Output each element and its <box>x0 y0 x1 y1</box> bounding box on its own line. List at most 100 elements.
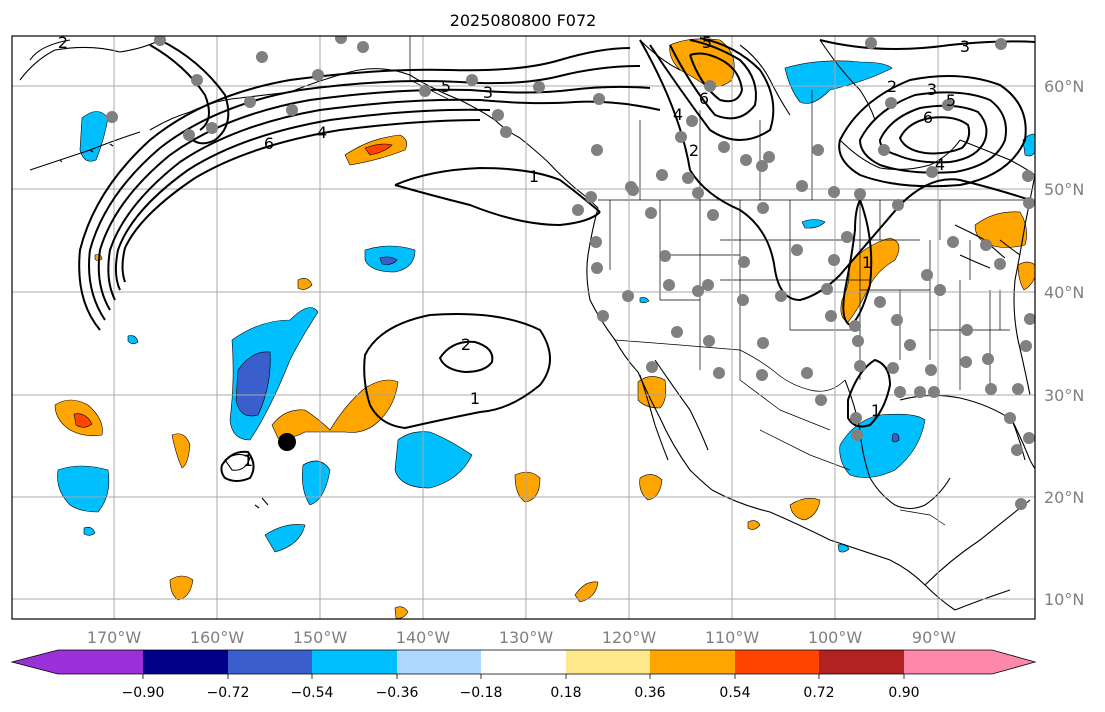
contour-label: 4 <box>317 123 327 142</box>
colorbar-tick-label: 0.54 <box>719 685 750 701</box>
contour-jet-5 <box>114 108 491 291</box>
lon-label-140w: 140°W <box>396 628 451 647</box>
contour-jet-north-a <box>159 39 230 145</box>
coast-alaska <box>19 39 599 209</box>
contour-label: 2 <box>887 77 897 96</box>
anomaly-blue-us-west-small <box>639 297 650 304</box>
colorbar-segment <box>397 650 482 674</box>
colorbar-tick-label: 0.72 <box>803 685 834 701</box>
anomaly-orange-ne-small <box>1017 261 1035 291</box>
latitude-labels: 60°N 50°N 40°N 30°N 20°N 10°N <box>1044 77 1084 609</box>
contour-jet-2 <box>88 65 641 321</box>
lat-label-40n: 40°N <box>1044 283 1084 302</box>
contour-label: 2 <box>58 33 68 52</box>
anomaly-blue-small-2 <box>83 526 96 536</box>
contour-east-ring-1 <box>838 75 1027 188</box>
coast-baja <box>639 359 709 461</box>
contour-label: 3 <box>927 80 937 99</box>
contour-label: 5 <box>702 33 712 52</box>
contour-label: 1 <box>529 167 539 186</box>
anomaly-orange-small-6 <box>574 581 599 603</box>
anomaly-darkblue-north-pacific <box>379 256 398 265</box>
anomaly-blue-small-bc <box>127 335 139 345</box>
colorbar-extend-high <box>992 650 1035 674</box>
contour-label: 4 <box>935 155 945 174</box>
contour-jet-6 <box>121 119 481 283</box>
anomaly-blue-aleutians <box>79 111 109 162</box>
coastlines <box>19 39 1035 611</box>
contour-label: 1 <box>470 389 480 408</box>
border-us-mexico <box>614 339 846 392</box>
contour-canada-ring-1 <box>649 37 775 141</box>
contour-east-ring-3 <box>878 104 988 164</box>
colorbar-segment <box>481 650 567 674</box>
contour-jet-north-b <box>149 44 210 131</box>
contour-label: 1 <box>871 401 881 420</box>
anomaly-darkblue-hawaii-north <box>235 351 271 417</box>
lon-label-120w: 120°W <box>602 628 657 647</box>
colorbar-tick-label: −0.90 <box>122 685 165 701</box>
contour-jet-1 <box>78 47 631 331</box>
anomaly-blue-pacific-south <box>394 431 473 489</box>
lon-label-110w: 110°W <box>705 628 760 647</box>
anomaly-blue-mid-pacific <box>302 460 331 506</box>
contour-label: 3 <box>483 83 493 102</box>
lon-label-100w: 100°W <box>808 628 863 647</box>
station-markers <box>106 36 1035 510</box>
colorbar-tick-labels: −0.90 −0.72 −0.54 −0.36 −0.18 0.18 0.36 … <box>122 685 920 701</box>
anomaly-orange-small-4 <box>639 474 663 501</box>
coast-central-america <box>924 499 1031 611</box>
contour-east-ring-2 <box>858 91 1007 174</box>
colorbar-segments <box>12 650 1035 674</box>
anomaly-blue-dakota <box>801 219 826 229</box>
coast-hudson-bay <box>839 139 961 171</box>
contour-canada-ring-2 <box>669 39 757 120</box>
coast-west-us <box>586 207 713 491</box>
coast-mexico-west <box>711 489 956 611</box>
lat-label-20n: 20°N <box>1044 488 1084 507</box>
colorbar-ticks <box>142 674 905 679</box>
highlight-point-marker <box>278 433 296 451</box>
lon-label-160w: 160°W <box>190 628 245 647</box>
anomaly-orange-small-3 <box>514 471 541 503</box>
colorbar-segment <box>819 650 905 674</box>
anomaly-orange-small-8 <box>394 606 409 619</box>
colorbar-segment <box>312 650 398 674</box>
contour-pac-outer <box>363 313 551 430</box>
contour-label: 5 <box>441 77 451 96</box>
contour-label: 6 <box>699 89 709 108</box>
anomaly-orange-small-1 <box>171 433 191 469</box>
contour-label: 2 <box>689 141 699 160</box>
lat-label-50n: 50°N <box>1044 180 1084 199</box>
contour-jet-4 <box>107 98 661 301</box>
anomaly-orange-small-5 <box>789 498 821 521</box>
colorbar-segment <box>566 650 651 674</box>
contour-label: 4 <box>673 105 683 124</box>
colorbar: −0.90 −0.72 −0.54 −0.36 −0.18 0.18 0.36 … <box>10 649 1037 701</box>
map-title: 2025080800 F072 <box>450 11 597 30</box>
contour-canada-outer <box>639 39 1031 302</box>
anomaly-red-gulf-alaska <box>364 143 393 156</box>
contour-plains-1 <box>842 199 873 327</box>
colorbar-tick-label: −0.36 <box>376 685 419 701</box>
lon-label-150w: 150°W <box>293 628 348 647</box>
contour-coast-1 <box>394 166 601 227</box>
anomaly-orange-small-7 <box>169 575 194 601</box>
longitude-labels: 170°W 160°W 150°W 140°W 130°W 120°W 110°… <box>87 628 956 647</box>
anomaly-orange-baja <box>637 376 667 409</box>
colorbar-segment <box>143 650 229 674</box>
contour-label: 1 <box>243 451 253 470</box>
colorbar-segment <box>228 650 313 674</box>
anomaly-darkblue-gulf <box>891 433 900 443</box>
lon-label-170w: 170°W <box>87 628 142 647</box>
contour-label: 2 <box>461 335 471 354</box>
lat-label-30n: 30°N <box>1044 386 1084 405</box>
border-canada-provinces <box>639 90 813 200</box>
contour-hawaii-1 <box>220 450 255 482</box>
anomaly-blue-small-1 <box>264 524 306 553</box>
contour-pac-inner <box>438 340 494 374</box>
contour-gulf-1 <box>847 358 892 428</box>
map-frame <box>11 35 1036 620</box>
colorbar-tick-label: −0.72 <box>207 685 250 701</box>
contour-label: 6 <box>264 134 274 153</box>
